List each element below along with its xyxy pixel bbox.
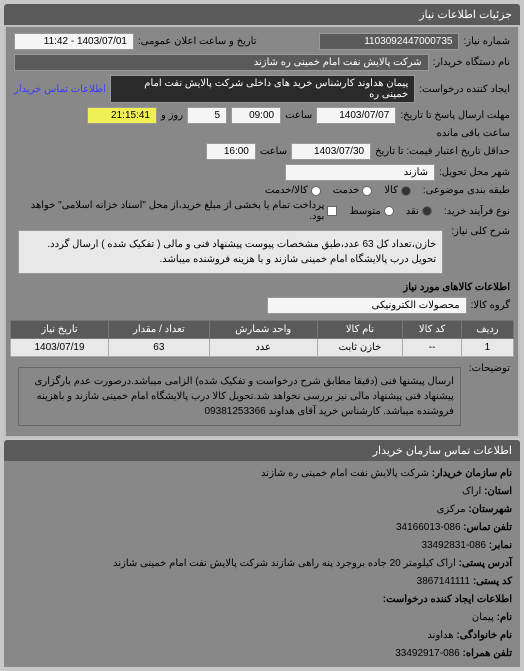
address-value: اراک کیلومتر 20 جاده بروجرد پنه راهی شاز… xyxy=(113,558,456,569)
info-section: شماره نیاز: 1103092447000735 تاریخ و ساع… xyxy=(4,25,520,438)
cell-qty: 63 xyxy=(109,339,210,357)
row-notes: توضیحات: ارسال پیشنها فنی (دقیقا مطابق ش… xyxy=(10,361,514,432)
contact-header: اطلاعات تماس سازمان خریدار xyxy=(4,440,520,461)
th-date: تاریخ نیاز xyxy=(11,321,109,339)
deadline-label: مهلت ارسال پاسخ تا تاریخ: xyxy=(400,110,510,121)
row-need-number: شماره نیاز: 1103092447000735 تاریخ و ساع… xyxy=(10,31,514,52)
notes-label: توضیحات: xyxy=(469,363,510,374)
row-group: گروه کالا: محصولات الکترونیکی xyxy=(10,295,514,316)
row-creator: ایجاد کننده درخواست: پیمان هداوند کارشنا… xyxy=(10,73,514,105)
cell-name: خازن ثابت xyxy=(317,339,403,357)
cell-idx: 1 xyxy=(461,339,513,357)
fax-value: 086-33492831 xyxy=(421,540,486,551)
phone-value: 086-34166013 xyxy=(396,522,461,533)
header-title: جزئیات اطلاعات نیاز xyxy=(419,9,512,21)
remaining-label: ساعت باقی مانده xyxy=(437,128,510,139)
notes-box: ارسال پیشنها فنی (دقیقا مطابق شرح درخواس… xyxy=(18,367,461,426)
group-label: گروه کالا: xyxy=(471,300,510,311)
validity-date-field: 1403/07/30 xyxy=(291,143,371,160)
cell-code: -- xyxy=(403,339,462,357)
delivery-label: شهر محل تحویل: xyxy=(439,167,510,178)
main-container: جزئیات اطلاعات نیاز شماره نیاز: 11030924… xyxy=(0,0,524,671)
device-field: شرکت پالایش نفت امام خمینی ره شازند xyxy=(14,54,429,71)
creator-field: پیمان هداوند کارشناس خرید های داخلی شرکت… xyxy=(110,75,415,103)
radio-filled-icon xyxy=(422,206,432,216)
checkbox-icon xyxy=(327,206,337,216)
postal-value: 3867141111 xyxy=(417,576,470,587)
th-unit: واحد شمارش xyxy=(209,321,317,339)
desc-box: خازن،تعداد کل 63 عدد،طبق مشخصات پیوست پی… xyxy=(18,230,443,274)
payment-label: نوع فرآیند خرید: xyxy=(444,206,510,217)
address-label: آدرس پستی: xyxy=(459,558,512,569)
creator-header: اطلاعات ایجاد کننده درخواست: xyxy=(383,594,512,605)
items-table: ردیف کد کالا نام کالا واحد شمارش تعداد /… xyxy=(10,320,514,357)
days-label: روز و xyxy=(161,110,183,121)
row-payment: نوع فرآیند خرید: نقد متوسط پرداخت تمام ی… xyxy=(10,198,514,224)
name-label: نام: xyxy=(497,612,512,623)
family-value: هداوند xyxy=(427,630,453,641)
radio-empty-icon xyxy=(362,186,372,196)
contact-header-title: اطلاعات تماس سازمان خریدار xyxy=(373,445,512,457)
radio-empty-icon xyxy=(311,186,321,196)
validity-time-label: ساعت xyxy=(260,146,287,157)
family-label: نام خانوادگی: xyxy=(456,630,512,641)
th-row: ردیف xyxy=(461,321,513,339)
table-header-row: ردیف کد کالا نام کالا واحد شمارش تعداد /… xyxy=(11,321,514,339)
contact-link[interactable]: اطلاعات تماس خریدار xyxy=(14,84,106,95)
date-field: 1403/07/01 - 11:42 xyxy=(14,33,134,50)
province-label: استان: xyxy=(484,486,512,497)
row-delivery: شهر محل تحویل: شازند xyxy=(10,162,514,183)
org-label: نام سازمان خریدار: xyxy=(432,468,512,479)
creator-label: ایجاد کننده درخواست: xyxy=(419,84,510,95)
row-list-header: اطلاعات کالاهای مورد نیاز xyxy=(10,280,514,295)
city-value: مرکزی xyxy=(437,504,466,515)
mobile-value: 086-33492917 xyxy=(395,648,460,659)
fax-label: نمابر: xyxy=(489,540,512,551)
name-value: پیمان xyxy=(472,612,494,623)
province-value: اراک xyxy=(462,486,481,497)
radio-filled-icon xyxy=(401,186,411,196)
city-label: شهرستان: xyxy=(468,504,512,515)
row-validity: حداقل تاریخ اعتبار قیمت: تا تاریخ 1403/0… xyxy=(10,141,514,162)
phone-label: تلفن تماس: xyxy=(463,522,512,533)
table-row: 1 -- خازن ثابت عدد 63 1403/07/19 xyxy=(11,339,514,357)
pay-immediate-option[interactable]: نقد xyxy=(406,206,432,217)
cell-unit: عدد xyxy=(209,339,317,357)
category-label: طبقه بندی موضوعی: xyxy=(423,185,510,196)
th-name: نام کالا xyxy=(317,321,403,339)
pay-medium-option[interactable]: متوسط xyxy=(349,206,393,217)
page-header: جزئیات اطلاعات نیاز xyxy=(4,4,520,25)
need-number-field: 1103092447000735 xyxy=(319,33,459,50)
mobile-label: تلفن همراه: xyxy=(463,648,512,659)
org-value: شرکت پالایش نفت امام خمینی ره شازند xyxy=(261,468,429,479)
days-field: 5 xyxy=(187,107,227,124)
need-number-label: شماره نیاز: xyxy=(463,36,510,47)
device-label: نام دستگاه خریدار: xyxy=(433,57,510,68)
group-field: محصولات الکترونیکی xyxy=(267,297,467,314)
desc-label: شرح کلی نیاز: xyxy=(451,226,510,237)
contact-section: نام سازمان خریدار: شرکت پالایش نفت امام … xyxy=(4,461,520,667)
remaining-time-field: 21:15:41 xyxy=(87,107,157,124)
cat-goods-service-option[interactable]: کالا/خدمت xyxy=(265,185,321,196)
th-qty: تعداد / مقدار xyxy=(109,321,210,339)
cell-date: 1403/07/19 xyxy=(11,339,109,357)
delivery-field: شازند xyxy=(285,164,435,181)
list-header: اطلاعات کالاهای مورد نیاز xyxy=(403,282,510,293)
validity-time-field: 16:00 xyxy=(206,143,256,160)
deadline-date-field: 1403/07/07 xyxy=(316,107,396,124)
row-desc: شرح کلی نیاز: خازن،تعداد کل 63 عدد،طبق م… xyxy=(10,224,514,280)
deadline-time-label: ساعت xyxy=(285,110,312,121)
row-deadline: مهلت ارسال پاسخ تا تاریخ: 1403/07/07 ساع… xyxy=(10,105,514,141)
th-code: کد کالا xyxy=(403,321,462,339)
postal-label: کد پستی: xyxy=(473,576,512,587)
validity-label: حداقل تاریخ اعتبار قیمت: تا تاریخ xyxy=(375,146,510,157)
pay-note-check: پرداخت تمام یا بخشی از مبلغ خرید،از محل … xyxy=(14,200,337,222)
date-label: تاریخ و ساعت اعلان عمومی: xyxy=(138,36,257,47)
cat-service-option[interactable]: خدمت xyxy=(333,185,373,196)
radio-empty-icon xyxy=(384,206,394,216)
deadline-time-field: 09:00 xyxy=(231,107,281,124)
row-category: طبقه بندی موضوعی: کالا خدمت کالا/خدمت xyxy=(10,183,514,198)
cat-goods-option[interactable]: کالا xyxy=(384,185,411,196)
row-device: نام دستگاه خریدار: شرکت پالایش نفت امام … xyxy=(10,52,514,73)
